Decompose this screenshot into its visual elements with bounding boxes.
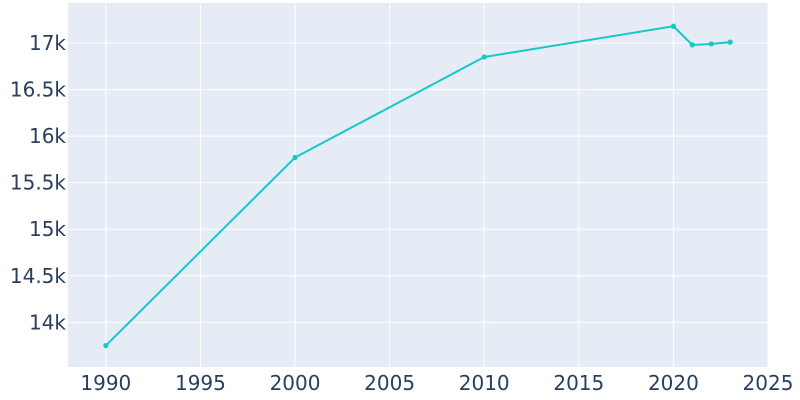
data-point[interactable] bbox=[708, 41, 714, 47]
data-point[interactable] bbox=[670, 23, 677, 29]
y-tick-label: 15.5k bbox=[10, 171, 67, 195]
series-layer bbox=[103, 23, 733, 349]
y-tick-label: 15k bbox=[29, 217, 66, 241]
x-tick-label: 2005 bbox=[364, 371, 415, 395]
x-tick-label: 2000 bbox=[270, 371, 321, 395]
x-axis-tick-labels: 1990 1995 2000 2005 2010 2015 2020 2025 bbox=[80, 371, 793, 395]
y-tick-label: 17k bbox=[29, 31, 66, 55]
data-point[interactable] bbox=[689, 42, 695, 48]
x-tick-label: 2010 bbox=[459, 371, 510, 395]
y-axis-tick-labels: 14k 14.5k 15k 15.5k 16k 16.5k 17k bbox=[10, 31, 67, 334]
plot-area-background bbox=[68, 3, 768, 367]
x-tick-label: 1990 bbox=[80, 371, 131, 395]
data-point[interactable] bbox=[481, 54, 487, 60]
x-tick-label: 2015 bbox=[553, 371, 604, 395]
x-tick-label: 2025 bbox=[743, 371, 794, 395]
y-tick-label: 16.5k bbox=[10, 78, 67, 102]
data-point[interactable] bbox=[103, 342, 109, 349]
x-tick-label: 2020 bbox=[648, 371, 699, 395]
x-tick-label: 1995 bbox=[175, 371, 226, 395]
grid-lines bbox=[68, 3, 769, 367]
y-tick-label: 16k bbox=[29, 124, 66, 148]
y-tick-label: 14k bbox=[29, 310, 66, 334]
data-point[interactable] bbox=[727, 39, 733, 45]
y-tick-label: 14.5k bbox=[10, 264, 67, 288]
data-point[interactable] bbox=[292, 154, 298, 161]
